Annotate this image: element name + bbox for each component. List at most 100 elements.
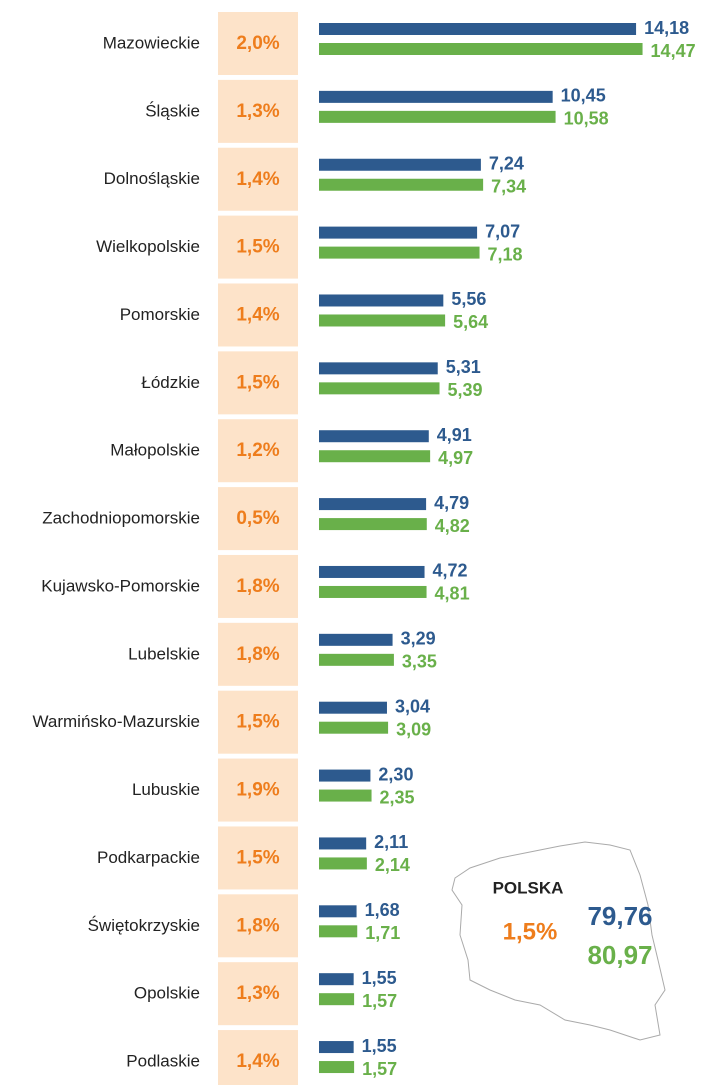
change-label: 1,5% [236, 847, 279, 868]
change-box [218, 622, 298, 686]
bar [319, 789, 372, 802]
value-label: 14,18 [644, 18, 689, 38]
bar [319, 226, 478, 239]
change-label: 1,4% [236, 304, 279, 325]
change-box [218, 419, 298, 483]
bar [319, 362, 438, 375]
bar [319, 382, 440, 395]
value-label: 10,58 [564, 109, 609, 129]
bar [319, 565, 425, 578]
bar [319, 314, 446, 327]
category-label: Lubelskie [128, 644, 200, 663]
category-label: Zachodniopomorskie [42, 509, 200, 528]
bar [319, 585, 427, 598]
bar [319, 837, 367, 850]
bar [319, 721, 389, 734]
category-label: Dolnośląskie [104, 169, 200, 188]
bar [319, 498, 427, 511]
value-label: 3,29 [401, 629, 436, 649]
bar [319, 993, 355, 1006]
bar [319, 43, 643, 55]
bar [319, 294, 444, 307]
change-label: 1,9% [236, 780, 279, 801]
value-label: 7,34 [491, 176, 526, 196]
bar [319, 450, 431, 463]
bar [319, 246, 480, 259]
change-label: 1,4% [236, 1051, 279, 1072]
value-label: 7,18 [488, 244, 523, 264]
change-label: 1,3% [236, 983, 279, 1004]
value-label: 2,35 [380, 787, 415, 807]
bar [319, 110, 556, 123]
category-label: Opolskie [134, 984, 200, 1003]
poland-outline [451, 841, 666, 1041]
change-label: 1,5% [236, 712, 279, 733]
change-label: 2,0% [236, 33, 279, 54]
change-label: 1,8% [236, 644, 279, 665]
value-label: 3,04 [395, 696, 430, 716]
change-label: 1,5% [236, 237, 279, 258]
change-label: 1,2% [236, 440, 279, 461]
change-box [218, 147, 298, 211]
change-label: 1,5% [236, 372, 279, 393]
bar [319, 518, 427, 531]
value-label: 5,56 [451, 289, 486, 309]
value-label: 1,57 [362, 991, 397, 1011]
change-label: 1,8% [236, 576, 279, 597]
summary-change: 1,5% [503, 918, 558, 945]
change-box [218, 554, 298, 618]
value-label: 4,82 [435, 516, 470, 536]
bar [319, 857, 367, 870]
change-label: 1,4% [236, 169, 279, 190]
bar [319, 905, 357, 918]
category-label: Śląskie [145, 101, 200, 120]
value-label: 3,09 [396, 719, 431, 739]
change-box [218, 283, 298, 347]
change-box [218, 758, 298, 822]
bar [319, 430, 429, 443]
category-label: Warmińsko-Mazurskie [32, 712, 200, 731]
value-label: 5,31 [446, 357, 481, 377]
bar [319, 1041, 354, 1054]
value-label: 7,24 [489, 153, 524, 173]
bar [319, 23, 637, 35]
value-label: 3,35 [402, 652, 437, 672]
value-label: 7,07 [485, 221, 520, 241]
category-label: Łódzkie [141, 373, 200, 392]
value-label: 2,11 [374, 832, 408, 852]
value-label: 1,55 [362, 968, 397, 988]
bar [319, 973, 354, 986]
change-label: 0,5% [236, 508, 279, 529]
change-box [218, 690, 298, 754]
category-label: Małopolskie [110, 441, 200, 460]
value-label: 4,72 [433, 561, 468, 581]
value-label: 14,47 [651, 41, 696, 61]
category-label: Świętokrzyskie [88, 916, 200, 935]
value-label: 1,68 [365, 900, 400, 920]
bar [319, 769, 371, 782]
change-label: 1,3% [236, 101, 279, 122]
bar [319, 633, 393, 646]
category-label: Podlaskie [126, 1052, 200, 1071]
change-box [218, 487, 298, 551]
value-label: 10,45 [561, 86, 606, 106]
category-label: Kujawsko-Pomorskie [41, 576, 200, 595]
value-label: 1,57 [362, 1059, 397, 1079]
change-box [218, 894, 298, 958]
bar [319, 701, 387, 714]
category-label: Mazowieckie [103, 33, 200, 52]
value-label: 2,14 [375, 855, 410, 875]
value-label: 4,91 [437, 425, 472, 445]
category-label: Wielkopolskie [96, 237, 200, 256]
category-label: Podkarpackie [97, 848, 200, 867]
summary-value: 79,76 [587, 901, 652, 931]
change-box [218, 962, 298, 1026]
summary-title: POLSKA [493, 878, 564, 897]
bar [319, 1061, 355, 1074]
category-label: Lubuskie [132, 780, 200, 799]
change-box [218, 351, 298, 415]
change-box [218, 1030, 298, 1085]
change-box [218, 12, 298, 75]
bar [319, 925, 358, 938]
